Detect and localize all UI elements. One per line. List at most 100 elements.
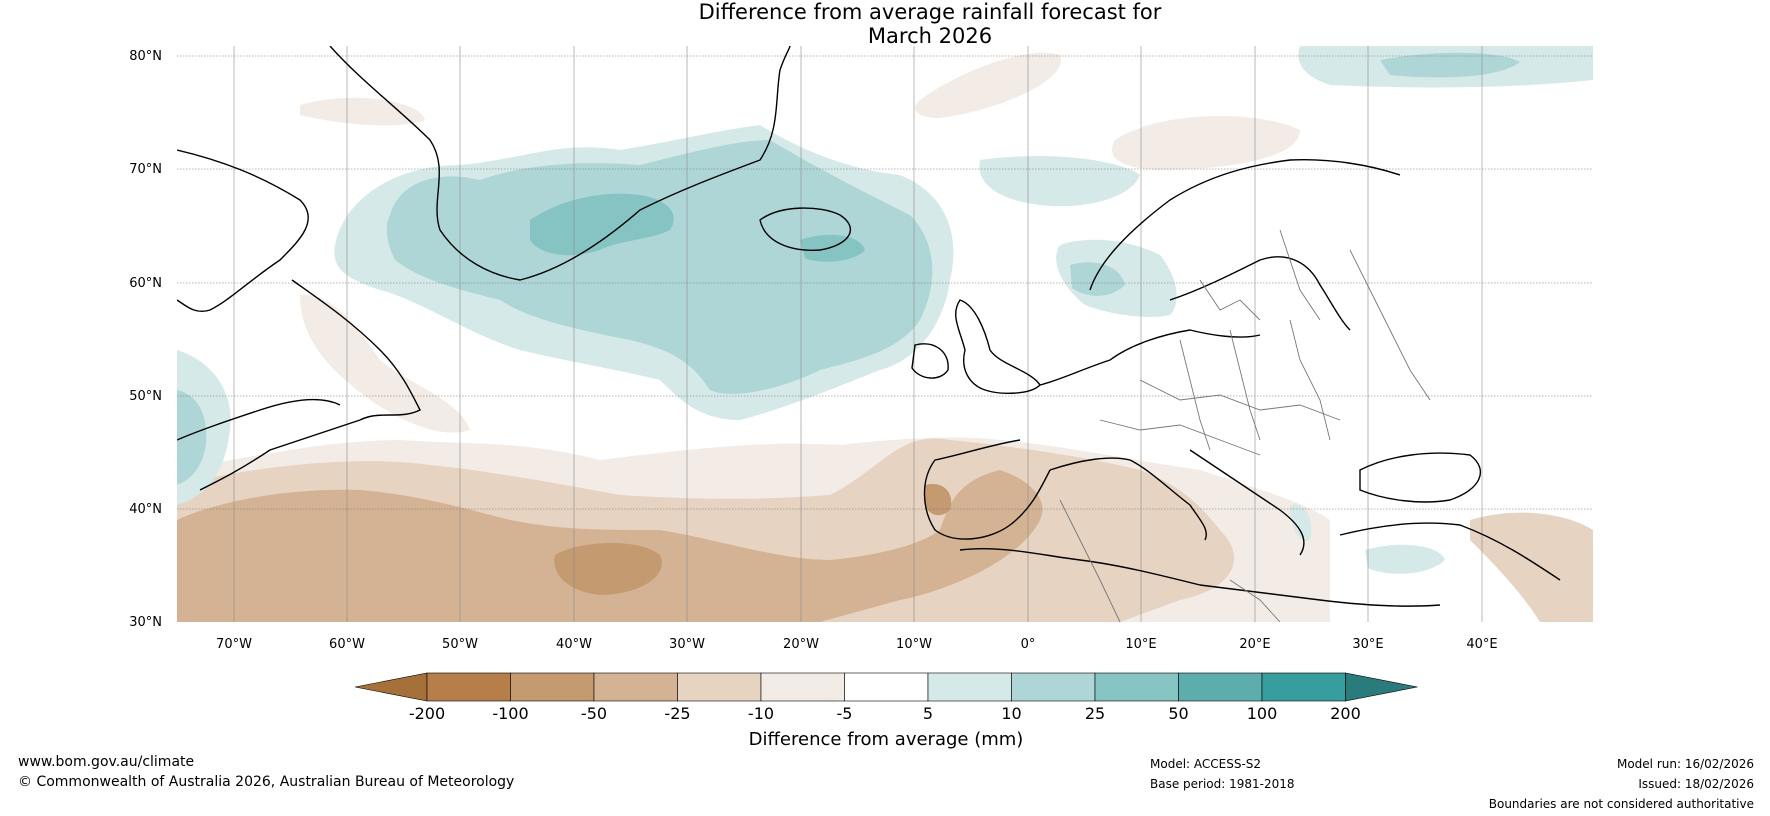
border-10	[1199, 279, 1261, 321]
colorbar-segment	[593, 672, 678, 702]
dry-patch-atlantic	[554, 542, 662, 595]
chart-title: Difference from average rainfall forecas…	[0, 0, 1770, 48]
footer-model: Model: ACCESS-S2	[1150, 757, 1262, 771]
colorbar-tick-label: -5	[837, 704, 853, 723]
coast-black-sea	[1359, 452, 1482, 503]
dry-east-med	[1470, 512, 1593, 622]
coast-anatolia	[1339, 522, 1561, 581]
colorbar-tick-label: -200	[409, 704, 445, 723]
colorbar-tick-label: 200	[1330, 704, 1361, 723]
wet-greece	[1290, 504, 1312, 541]
longitude-labels: 70°W 60°W 50°W 40°W 30°W 20°W 10°W 0° 10…	[216, 637, 1498, 652]
lon-label: 50°W	[442, 637, 478, 652]
footer-copyright: © Commonwealth of Australia 2026, Austra…	[18, 774, 515, 790]
coastlines	[177, 46, 1561, 607]
lon-label: 20°E	[1239, 637, 1270, 652]
colorbar-label: Difference from average (mm)	[749, 729, 1024, 750]
colorbar-tick-label: -10	[748, 704, 774, 723]
lat-label: 50°N	[129, 389, 162, 404]
colorbar-tick-label: -25	[664, 704, 690, 723]
coast-europe-west	[1039, 329, 1261, 386]
colorbar-segment	[1011, 672, 1096, 702]
wet-iceland-core	[800, 234, 865, 262]
lon-label: 0°	[1021, 637, 1036, 652]
wet-labrador-mid	[177, 390, 207, 485]
footer-issued: Issued: 18/02/2026	[1638, 777, 1754, 791]
lon-label: 60°W	[329, 637, 365, 652]
colorbar-segment	[426, 672, 511, 702]
border-3	[1229, 329, 1261, 441]
lon-label: 40°W	[556, 637, 592, 652]
dry-newfoundland	[300, 294, 470, 433]
lon-label: 30°E	[1352, 637, 1383, 652]
lat-label: 30°N	[129, 615, 162, 630]
border-9	[1349, 249, 1431, 401]
colorbar-segment	[927, 672, 1012, 702]
dry-baffin	[300, 97, 425, 126]
border-5	[1099, 419, 1261, 456]
coast-britain	[955, 299, 1041, 394]
colorbar-tick-label: 25	[1085, 704, 1105, 723]
colorbar: -200 -100 -50 -25 -10 -5 5 10 25 50 100 200	[354, 672, 1418, 723]
colorbar-tick-label: 10	[1001, 704, 1021, 723]
border-8	[1229, 579, 1281, 622]
wet-greenland-core	[530, 193, 674, 256]
colorbar-segment	[760, 672, 845, 702]
colorbar-tick-label: -100	[492, 704, 528, 723]
dry-svalbard	[1112, 116, 1300, 170]
colorbar-tick-label: 50	[1168, 704, 1188, 723]
colorbar-segment	[844, 672, 929, 702]
lon-label: 30°W	[669, 637, 705, 652]
colorbar-tick-label: 100	[1247, 704, 1278, 723]
wet-atlantic-mid	[386, 140, 933, 394]
lat-label: 40°N	[129, 502, 162, 517]
coast-labrador	[199, 279, 421, 491]
footer-url[interactable]: www.bom.gov.au/climate	[18, 754, 195, 770]
title-line-1: Difference from average rainfall forecas…	[698, 0, 1162, 24]
coast-canada	[177, 149, 309, 312]
border-2	[1179, 339, 1211, 451]
wet-north-sea	[979, 155, 1140, 207]
colorbar-segment	[1261, 672, 1346, 702]
border-1	[1139, 379, 1341, 421]
coast-iceland	[759, 207, 852, 251]
colorbar-segment	[677, 672, 762, 702]
latitude-labels: 80°N 70°N 60°N 50°N 40°N 30°N	[129, 49, 162, 630]
coast-norway	[1089, 158, 1401, 291]
colorbar-segment	[1094, 672, 1179, 702]
colorbar-arrow-high	[1345, 672, 1418, 702]
coast-france-med	[1049, 457, 1131, 471]
lat-label: 60°N	[129, 276, 162, 291]
anomaly-shading	[177, 46, 1593, 622]
wet-turkey	[1365, 544, 1445, 574]
lon-label: 40°E	[1466, 637, 1497, 652]
coast-italy	[1129, 459, 1207, 541]
dry-patch-iberia	[925, 484, 952, 516]
meridians	[233, 46, 1483, 622]
coast-baltic	[1169, 256, 1351, 331]
colorbar-segment	[510, 672, 595, 702]
lon-label: 10°W	[896, 637, 932, 652]
lon-label: 20°W	[783, 637, 819, 652]
colorbar-arrow-low	[354, 672, 428, 702]
border-6	[1279, 229, 1321, 321]
coast-iberia	[923, 439, 1051, 540]
colorbar-tick-label: 5	[923, 704, 933, 723]
dry-arctic	[915, 52, 1061, 118]
lon-label: 70°W	[216, 637, 252, 652]
graticule	[177, 55, 1593, 510]
coast-us-east	[177, 398, 341, 441]
coast-balkans	[1189, 449, 1305, 556]
coast-ireland	[911, 343, 949, 379]
lat-label: 70°N	[129, 162, 162, 177]
country-borders	[1059, 229, 1431, 622]
border-7	[1059, 499, 1121, 622]
footer-model-run: Model run: 16/02/2026	[1616, 757, 1754, 771]
coast-north-africa	[959, 547, 1441, 607]
wet-barents-core	[1380, 52, 1520, 78]
footer-disclaimer: Boundaries are not considered authoritat…	[1488, 797, 1754, 811]
footer-base-period: Base period: 1981-2018	[1150, 777, 1295, 791]
coast-greenland	[329, 46, 791, 281]
colorbar-tick-label: -50	[581, 704, 607, 723]
